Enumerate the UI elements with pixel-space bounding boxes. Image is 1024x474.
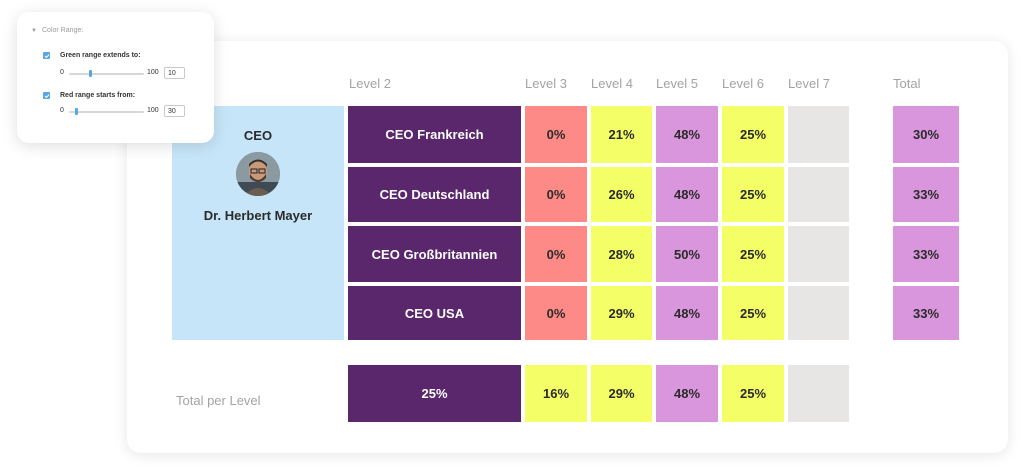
row-name-cell[interactable]: CEO Frankreich [348, 106, 521, 163]
level-5-cell: 48% [656, 106, 718, 163]
color-range-panel: ▼ Color Range: Green range extends to: 0… [17, 12, 214, 143]
red-range-slider[interactable] [69, 111, 144, 113]
row-name-cell[interactable]: CEO USA [348, 286, 521, 340]
header-total: Total [893, 76, 921, 91]
ceo-name: Dr. Herbert Mayer [203, 208, 313, 223]
panel-title: Color Range: [42, 27, 84, 34]
level-4-cell: 26% [591, 167, 652, 222]
red-range-checkbox[interactable] [43, 92, 50, 99]
level-6-cell: 25% [722, 167, 784, 222]
total-level-2-cell: 25% [348, 365, 521, 422]
level-6-cell: 25% [722, 106, 784, 163]
level-4-cell: 28% [591, 226, 652, 282]
level-7-cell [788, 286, 849, 340]
total-level-5-cell: 48% [656, 365, 718, 422]
avatar [236, 152, 280, 196]
green-range-label: Green range extends to: [60, 52, 141, 59]
red-range-max: 100 [147, 107, 159, 114]
collapse-triangle-icon[interactable]: ▼ [31, 28, 37, 34]
level-7-cell [788, 167, 849, 222]
header-level-3: Level 3 [525, 76, 567, 91]
total-cell: 33% [893, 226, 959, 282]
total-cell: 30% [893, 106, 959, 163]
green-range-min: 0 [60, 69, 64, 76]
level-3-cell: 0% [525, 226, 587, 282]
level-6-cell: 25% [722, 226, 784, 282]
level-3-cell: 0% [525, 106, 587, 163]
level-3-cell: 0% [525, 167, 587, 222]
total-cell: 33% [893, 286, 959, 340]
green-range-input[interactable]: 10 [164, 67, 185, 79]
green-range-slider[interactable] [69, 73, 144, 75]
header-level-5: Level 5 [656, 76, 698, 91]
green-range-checkbox[interactable] [43, 52, 50, 59]
level-7-cell [788, 226, 849, 282]
level-5-cell: 50% [656, 226, 718, 282]
level-3-cell: 0% [525, 286, 587, 340]
total-level-4-cell: 29% [591, 365, 652, 422]
level-6-cell: 25% [722, 286, 784, 340]
level-4-cell: 29% [591, 286, 652, 340]
red-range-input[interactable]: 30 [164, 105, 185, 117]
level-5-cell: 48% [656, 286, 718, 340]
ceo-card[interactable]: CEO Dr. Herbert Mayer [172, 106, 344, 340]
level-4-cell: 21% [591, 106, 652, 163]
total-level-7-cell [788, 365, 849, 422]
green-range-slider-thumb[interactable] [89, 70, 92, 77]
ceo-title: CEO [243, 128, 273, 143]
header-level-4: Level 4 [591, 76, 633, 91]
red-range-min: 0 [60, 107, 64, 114]
level-7-cell [788, 106, 849, 163]
total-level-6-cell: 25% [722, 365, 784, 422]
red-range-slider-thumb[interactable] [75, 108, 78, 115]
row-name-cell[interactable]: CEO Deutschland [348, 167, 521, 222]
header-level-2: Level 2 [349, 76, 391, 91]
header-level-7: Level 7 [788, 76, 830, 91]
total-per-level-label: Total per Level [176, 393, 261, 408]
level-5-cell: 48% [656, 167, 718, 222]
total-level-3-cell: 16% [525, 365, 587, 422]
green-range-max: 100 [147, 69, 159, 76]
row-name-cell[interactable]: CEO Großbritannien [348, 226, 521, 282]
red-range-label: Red range starts from: [60, 92, 136, 99]
total-cell: 33% [893, 167, 959, 222]
header-level-6: Level 6 [722, 76, 764, 91]
